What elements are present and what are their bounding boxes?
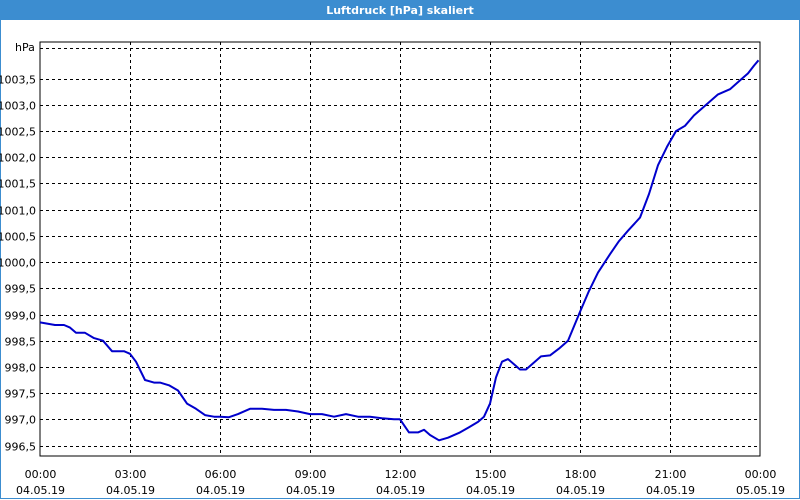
x-tick-date: 04.05.19 [376, 484, 425, 497]
y-tick-label: 1002,0 [0, 152, 36, 165]
x-tick-date: 05.05.19 [736, 484, 785, 497]
y-tick-label: 1003,0 [0, 100, 36, 113]
y-tick-label: 1003,5 [0, 74, 36, 87]
y-tick-label: 996,5 [5, 441, 37, 454]
y-tick-label: 998,5 [5, 336, 37, 349]
chart-title: Luftdruck [hPa] skaliert [0, 0, 800, 20]
x-tick-time: 03:00 [115, 468, 147, 481]
y-tick-label: 1001,0 [0, 205, 36, 218]
x-tick-time: 12:00 [385, 468, 417, 481]
x-tick-date: 04.05.19 [466, 484, 515, 497]
y-axis-label: hPa [15, 41, 35, 54]
x-tick-time: 00:00 [745, 468, 777, 481]
grid [39, 41, 761, 457]
x-tick-date: 04.05.19 [196, 484, 245, 497]
y-tick-label: 999,0 [5, 310, 37, 323]
x-tick-time: 18:00 [565, 468, 597, 481]
x-tick-date: 04.05.19 [16, 484, 65, 497]
x-tick-time: 15:00 [475, 468, 507, 481]
x-axis-ticks: 00:00 04.05.19 03:00 04.05.19 06:00 04.05.19 0… [16, 468, 785, 497]
x-tick-time: 09:00 [295, 468, 327, 481]
x-tick-date: 04.05.19 [106, 484, 155, 497]
x-tick-date: 04.05.19 [556, 484, 605, 497]
chart-title-text: Luftdruck [hPa] skaliert [326, 3, 474, 17]
x-tick-date: 04.05.19 [286, 484, 335, 497]
y-tick-label: 1000,5 [0, 231, 36, 244]
plot-area [39, 59, 760, 442]
x-tick-time: 21:00 [655, 468, 687, 481]
y-tick-label: 997,5 [5, 388, 37, 401]
y-tick-label: 998,0 [5, 362, 37, 375]
y-axis-ticks: 996,5 997,0 997,5 998,0 998,5 999,0 999,5 1000,… [0, 74, 36, 454]
y-tick-label: 1000,0 [0, 257, 36, 270]
y-tick-label: 1001,5 [0, 178, 36, 191]
y-tick-label: 1002,5 [0, 126, 36, 139]
y-tick-label: 999,5 [5, 283, 37, 296]
series-line [39, 59, 760, 442]
x-tick-date: 04.05.19 [646, 484, 695, 497]
y-tick-label: 997,0 [5, 414, 37, 427]
x-tick-time: 00:00 [25, 468, 57, 481]
x-tick-time: 06:00 [205, 468, 237, 481]
